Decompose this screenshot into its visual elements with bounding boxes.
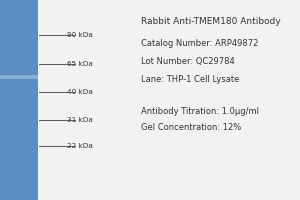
Bar [0, 75, 38, 79]
Text: Antibody Titration: 1.0μg/ml: Antibody Titration: 1.0μg/ml [141, 107, 259, 116]
Text: 22 kDa: 22 kDa [67, 143, 93, 149]
Text: 31 kDa: 31 kDa [67, 117, 93, 123]
Text: Gel Concentration: 12%: Gel Concentration: 12% [141, 123, 241, 132]
Text: Catalog Number: ARP49872: Catalog Number: ARP49872 [141, 39, 258, 48]
Text: 40 kDa: 40 kDa [67, 89, 93, 95]
Text: 90 kDa: 90 kDa [67, 32, 93, 38]
Text: Lot Number: QC29784: Lot Number: QC29784 [141, 57, 235, 66]
Text: Rabbit Anti-TMEM180 Antibody: Rabbit Anti-TMEM180 Antibody [141, 17, 281, 26]
Bar [0, 0, 38, 200]
Text: Lane: THP-1 Cell Lysate: Lane: THP-1 Cell Lysate [141, 75, 239, 84]
Text: 65 kDa: 65 kDa [67, 61, 93, 67]
